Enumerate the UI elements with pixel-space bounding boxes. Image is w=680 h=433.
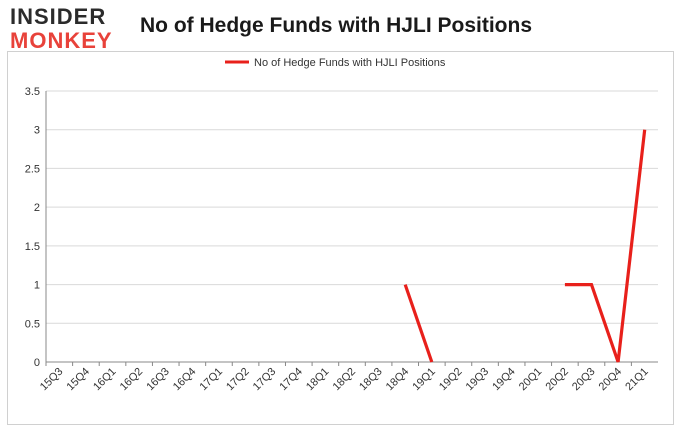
series-line [403, 284, 434, 363]
x-axis: 15Q3 15Q4 16Q1 16Q2 16Q3 16Q4 17Q1 17Q2 17Q3 17Q4… [38, 362, 651, 393]
y-axis: 0 0.5 1 1.5 2 2.5 3 3.5 [25, 86, 47, 369]
x-tick-label: 15Q4 [65, 366, 93, 394]
x-tick-label: 17Q4 [277, 366, 305, 394]
x-tick-label: 16Q2 [118, 366, 146, 394]
chart-title: No of Hedge Funds with HJLI Positions [140, 14, 532, 37]
series-line [564, 129, 647, 363]
insider-monkey-logo: INSIDER MONKEY [10, 6, 128, 54]
x-tick-label: 18Q2 [331, 366, 359, 394]
x-tick-label: 16Q1 [91, 366, 119, 394]
x-tick-label: 19Q4 [490, 366, 518, 394]
x-tick-label: 17Q1 [198, 366, 226, 394]
x-tick-label: 20Q1 [517, 366, 545, 394]
x-tick-label: 17Q3 [251, 366, 279, 394]
y-tick-label: 1.5 [25, 241, 40, 253]
y-tick-label: 0 [34, 357, 40, 369]
y-tick-label: 2.5 [25, 163, 40, 175]
y-tick-label: 2 [34, 202, 40, 214]
x-tick-label: 20Q4 [597, 366, 625, 394]
x-tick-label: 20Q3 [570, 366, 598, 394]
chart-frame [7, 51, 674, 425]
x-tick-label: 18Q4 [384, 366, 412, 394]
y-tick-label: 0.5 [25, 318, 40, 330]
x-tick-label: 20Q2 [543, 366, 571, 394]
x-tick-label: 19Q2 [437, 366, 465, 394]
logo-line-1: INSIDER [10, 4, 107, 29]
plot-area [403, 129, 647, 363]
x-tick-label: 21Q1 [623, 366, 651, 394]
x-tick-label: 18Q3 [357, 366, 385, 394]
logo-line-2: MONKEY [10, 28, 113, 53]
y-tick-label: 3 [34, 125, 40, 137]
x-tick-label: 17Q2 [224, 366, 252, 394]
x-tick-label: 19Q1 [410, 366, 438, 394]
legend-label: No of Hedge Funds with HJLI Positions [254, 57, 446, 69]
y-tick-label: 1 [34, 280, 40, 292]
x-tick-label: 16Q4 [171, 366, 199, 394]
y-tick-label: 3.5 [25, 86, 40, 98]
x-tick-label: 19Q3 [464, 366, 492, 394]
x-tick-label: 16Q3 [144, 366, 172, 394]
x-tick-label: 15Q3 [38, 366, 66, 394]
x-tick-label: 18Q1 [304, 366, 332, 394]
legend: No of Hedge Funds with HJLI Positions [225, 57, 446, 69]
grid-lines [46, 90, 658, 363]
